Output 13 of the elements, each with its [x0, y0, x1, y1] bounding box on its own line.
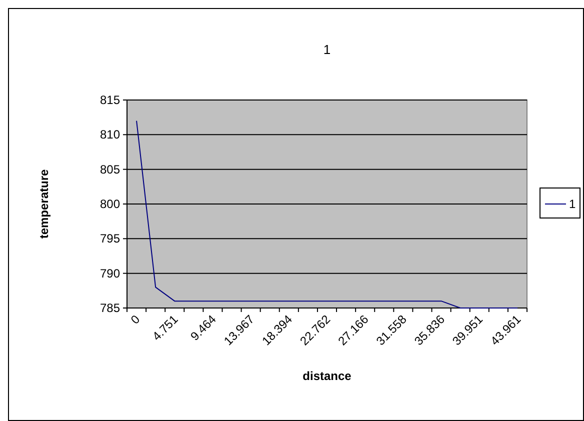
y-tick-label: 810: [100, 128, 120, 142]
y-tick-label: 795: [100, 232, 120, 246]
legend-label: 1: [569, 197, 576, 211]
y-tick-label: 785: [100, 301, 120, 315]
y-axis-title: temperature: [37, 168, 51, 239]
chart-title: 1: [323, 42, 331, 57]
y-tick-label: 815: [100, 93, 120, 107]
y-tick-label: 805: [100, 162, 120, 176]
y-tick-label: 800: [100, 197, 120, 211]
line-series: [136, 120, 518, 308]
y-tick-label: 790: [100, 266, 120, 280]
x-axis-title: distance: [302, 369, 352, 383]
x-tick-label: 0: [128, 312, 143, 327]
